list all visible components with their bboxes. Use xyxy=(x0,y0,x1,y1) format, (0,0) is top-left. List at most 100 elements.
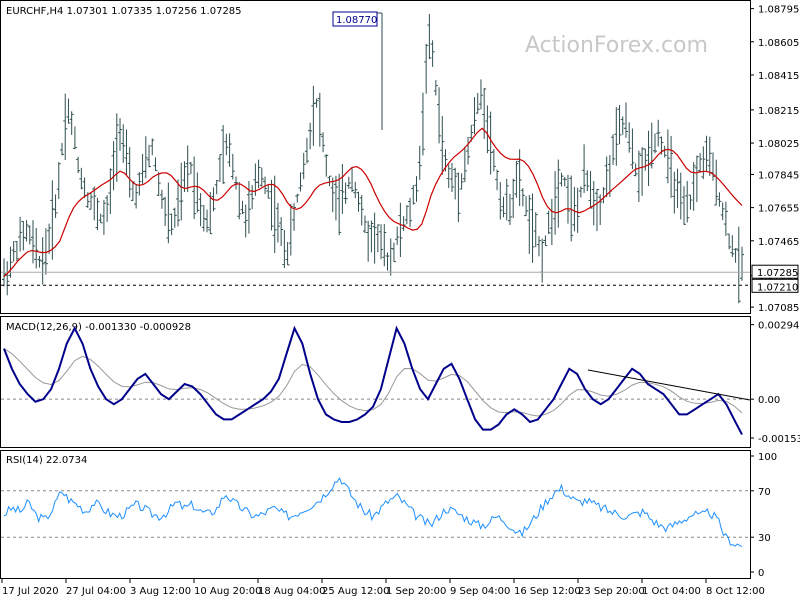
price-bar xyxy=(698,153,703,173)
price-bar xyxy=(356,191,361,212)
price-bar xyxy=(217,154,222,182)
price-bar xyxy=(18,216,23,252)
price-bar xyxy=(21,221,26,251)
price-bar xyxy=(256,159,261,189)
price-bar xyxy=(304,137,309,164)
price-bar xyxy=(511,178,516,219)
price-bar xyxy=(623,102,628,138)
price-bar xyxy=(375,224,380,253)
price-bar xyxy=(259,167,264,187)
macd-panel-title: MACD(12,26,9) -0.001330 -0.000928 xyxy=(6,322,191,333)
price-bar xyxy=(404,205,409,225)
price-bar xyxy=(575,187,580,233)
price-bar xyxy=(736,226,741,304)
price-bar xyxy=(649,122,654,169)
time-axis-label: 1 Oct 04:00 xyxy=(642,586,701,597)
price-axis-label: 1.08415 xyxy=(758,71,799,82)
price-bar xyxy=(740,246,744,281)
price-bar xyxy=(292,203,297,231)
price-bar xyxy=(578,186,583,198)
price-axis-label: 1.07465 xyxy=(758,237,799,248)
price-bar xyxy=(475,92,480,114)
price-bar xyxy=(243,204,248,238)
price-bar xyxy=(353,181,358,199)
price-bar xyxy=(611,134,616,165)
price-bar xyxy=(524,196,529,217)
price-bar xyxy=(707,136,712,176)
price-bar xyxy=(37,255,42,268)
price-bar xyxy=(704,135,709,172)
price-bar xyxy=(536,236,541,257)
price-bar xyxy=(675,168,680,208)
time-axis-label: 10 Aug 20:00 xyxy=(194,586,261,597)
price-bar xyxy=(601,187,606,204)
price-bar xyxy=(8,246,13,278)
price-bar xyxy=(31,220,36,264)
price-bar xyxy=(108,168,113,214)
price-bar xyxy=(540,238,545,283)
price-bar xyxy=(266,184,271,199)
price-bar xyxy=(137,172,142,196)
price-bar xyxy=(134,184,139,209)
price-bar xyxy=(620,116,625,135)
price-bar xyxy=(169,213,174,236)
price-axis: 1.070851.072651.074651.076551.078451.080… xyxy=(750,5,799,314)
macd-layer xyxy=(1,325,751,436)
macd-axis-label: -0.001534 xyxy=(758,434,800,445)
price-bar xyxy=(214,180,219,195)
price-bar xyxy=(156,171,161,196)
price-bar xyxy=(520,188,525,207)
price-bar xyxy=(424,43,429,94)
price-bar xyxy=(514,160,519,198)
price-bar xyxy=(727,233,732,250)
price-bar xyxy=(143,136,148,179)
price-bar xyxy=(717,192,722,207)
time-axis-label: 3 Aug 12:00 xyxy=(130,586,191,597)
price-bar xyxy=(391,242,396,263)
price-bar xyxy=(179,162,184,221)
price-axis-label: 1.08025 xyxy=(758,139,799,150)
price-bar xyxy=(665,129,670,184)
price-bar xyxy=(343,182,348,204)
price-bar xyxy=(11,240,16,262)
price-bar xyxy=(691,162,696,211)
time-axis-label: 16 Sep 12:00 xyxy=(514,586,581,597)
macd-panel-frame xyxy=(0,316,751,448)
price-axis-label: 1.07655 xyxy=(758,204,799,215)
last-price-tag: 1.07285 xyxy=(757,268,798,279)
price-bar xyxy=(437,87,442,144)
price-bar xyxy=(124,129,129,175)
price-bar xyxy=(285,242,290,266)
price-bar xyxy=(517,149,522,207)
high-price-tag: 1.08770 xyxy=(336,15,377,26)
macd-axis-label: 0.00 xyxy=(758,395,780,406)
price-bar xyxy=(662,145,667,158)
price-bar xyxy=(710,152,715,181)
price-bar xyxy=(79,167,84,190)
price-bar xyxy=(201,204,206,232)
price-bar xyxy=(208,192,213,235)
time-axis-label: 1 Sep 20:00 xyxy=(386,586,446,597)
price-bar xyxy=(237,181,242,220)
price-bar xyxy=(427,13,432,60)
price-bar xyxy=(678,172,683,220)
price-bar xyxy=(656,119,661,147)
price-bar xyxy=(121,124,126,163)
price-bar xyxy=(669,136,674,198)
price-bar xyxy=(640,147,645,196)
low-price-tag: 1.07210 xyxy=(757,282,798,293)
price-bar xyxy=(546,210,551,234)
price-bar xyxy=(685,180,690,223)
price-bar xyxy=(478,79,483,110)
price-bar xyxy=(643,148,648,171)
high-price-tag-box xyxy=(332,11,378,27)
price-bar xyxy=(324,154,329,177)
price-bar xyxy=(89,193,94,210)
price-bar xyxy=(562,177,567,187)
price-bar xyxy=(411,185,416,205)
price-bar xyxy=(275,203,280,243)
price-bar xyxy=(195,172,200,213)
price-bar xyxy=(56,162,61,199)
price-bar xyxy=(95,197,100,231)
price-bar xyxy=(582,144,587,193)
